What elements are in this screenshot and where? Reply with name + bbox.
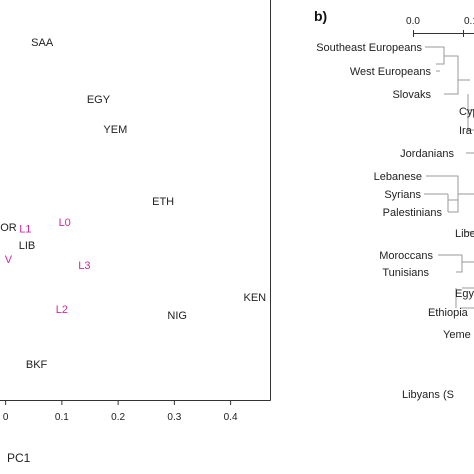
branch — [466, 94, 474, 131]
panel-label-b: b) — [314, 8, 327, 24]
dendrogram-leaves: Southeast Europeans West Europeans Slova… — [316, 42, 474, 401]
population-point-label: NIG — [167, 310, 187, 322]
leaf-label: Tunisians — [382, 267, 429, 279]
x-axis-title: PC1 — [7, 451, 31, 465]
leaf-label: Moroccans — [379, 250, 433, 262]
leaf-label: Libe — [455, 228, 474, 240]
leaf-label: Syrians — [384, 189, 421, 201]
x-tick-label: 0 — [3, 412, 9, 423]
sample-point-label: L2 — [56, 304, 68, 316]
population-point-label: KEN — [244, 292, 267, 304]
population-point-label: YEM — [103, 124, 127, 136]
leaf-label: Libyans (S — [402, 389, 454, 401]
scale-tick-label: 0.1 — [464, 16, 474, 27]
leaf-label: Egy — [455, 288, 474, 300]
branch — [424, 175, 474, 213]
leaf-label: Yeme — [443, 329, 471, 341]
branch — [436, 55, 470, 95]
x-tick-label: 0.2 — [111, 412, 125, 423]
leaf-label: West Europeans — [350, 66, 432, 78]
branch — [455, 287, 474, 309]
leaf-label: Cyp — [459, 106, 474, 118]
leaf-label: Ira — [459, 125, 473, 137]
leaf-label: Palestinians — [383, 207, 443, 219]
leaf-label: Lebanese — [374, 171, 422, 183]
population-point-label: SAA — [31, 37, 54, 49]
dendrogram-panel: b) 0.0 0.1 Southeast Europeans West Euro… — [314, 8, 474, 401]
sample-point-label: L0 — [59, 217, 71, 229]
leaf-label: Southeast Europeans — [316, 42, 422, 54]
x-axis-ticks: 0 0.1 0.2 0.3 0.4 — [3, 400, 238, 423]
branch — [447, 194, 458, 212]
branch — [438, 254, 463, 273]
leaf-label: Slovaks — [392, 89, 431, 101]
population-point-label: EGY — [87, 94, 111, 106]
dendrogram-branches — [424, 46, 474, 309]
sample-point-label: L3 — [78, 260, 90, 272]
population-point-label: OR — [0, 222, 17, 234]
population-point-label: ETH — [152, 196, 174, 208]
x-tick-label: 0.3 — [167, 412, 181, 423]
branch — [425, 46, 445, 65]
leaf-label: Jordanians — [400, 148, 454, 160]
population-point-label: LIB — [19, 240, 36, 252]
x-tick-label: 0.1 — [55, 412, 69, 423]
population-point-label: BKF — [26, 359, 48, 371]
leaf-label: Ethiopia — [428, 307, 469, 319]
sample-point-label: V — [5, 254, 13, 266]
scale-tick-label: 0.0 — [406, 16, 420, 27]
x-tick-label: 0.4 — [224, 412, 238, 423]
sample-point-label: L1 — [19, 223, 31, 235]
